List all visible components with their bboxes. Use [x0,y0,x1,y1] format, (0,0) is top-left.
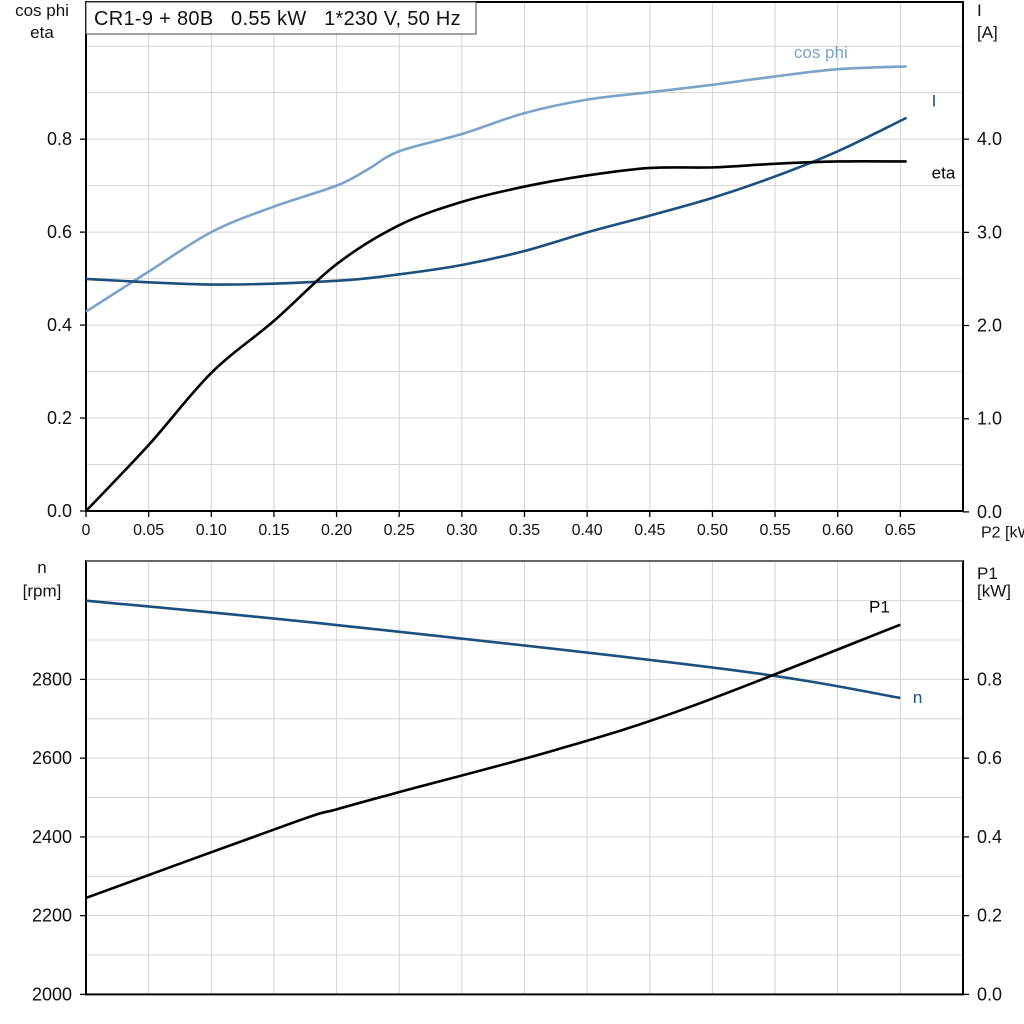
svg-text:1.0: 1.0 [977,409,1002,429]
svg-text:cos phi: cos phi [794,43,848,62]
svg-text:[rpm]: [rpm] [23,582,62,601]
svg-text:0.45: 0.45 [634,522,665,539]
svg-text:0.40: 0.40 [572,522,603,539]
svg-text:0.15: 0.15 [258,522,289,539]
svg-text:n: n [37,558,46,577]
svg-text:P1: P1 [869,597,890,616]
svg-text:0.4: 0.4 [977,827,1002,847]
svg-text:2000: 2000 [32,984,72,1004]
svg-text:0.65: 0.65 [885,522,916,539]
svg-text:I: I [932,92,937,111]
svg-text:4.0: 4.0 [977,129,1002,149]
svg-text:0.8: 0.8 [977,669,1002,689]
svg-text:CR1-9 + 80B 0.55 kW 1*230: CR1-9 + 80B 0.55 kW 1*230 V, 50 Hz [94,8,461,30]
svg-text:0.05: 0.05 [133,522,164,539]
svg-text:0.4: 0.4 [47,315,72,335]
svg-text:0.6: 0.6 [977,748,1002,768]
svg-text:cos phi: cos phi [15,1,69,20]
svg-text:0.6: 0.6 [47,222,72,242]
svg-text:eta: eta [30,23,54,42]
svg-text:0.25: 0.25 [384,522,415,539]
svg-text:0.2: 0.2 [47,408,72,428]
svg-text:P1: P1 [977,564,998,583]
svg-text:[kW]: [kW] [977,581,1011,600]
svg-text:2200: 2200 [32,906,72,926]
svg-text:0.0: 0.0 [47,501,72,521]
svg-text:3.0: 3.0 [977,222,1002,242]
svg-text:0.10: 0.10 [196,522,227,539]
svg-text:2600: 2600 [32,748,72,768]
svg-text:0.55: 0.55 [759,522,790,539]
svg-text:0.60: 0.60 [822,522,853,539]
svg-text:n: n [913,688,922,707]
svg-text:0.0: 0.0 [977,984,1002,1004]
svg-text:0.0: 0.0 [977,502,1002,522]
svg-text:eta: eta [932,164,956,183]
svg-text:I: I [977,1,982,20]
svg-text:2.0: 2.0 [977,316,1002,336]
svg-text:2800: 2800 [32,669,72,689]
svg-text:0.50: 0.50 [697,522,728,539]
svg-text:0.35: 0.35 [509,522,540,539]
svg-text:0.8: 0.8 [47,129,72,149]
svg-text:0.20: 0.20 [321,522,352,539]
svg-text:P2 [kW]: P2 [kW] [981,524,1024,541]
svg-text:0.30: 0.30 [446,522,477,539]
svg-text:0.2: 0.2 [977,906,1002,926]
svg-text:0: 0 [82,522,91,539]
svg-text:[A]: [A] [977,23,998,42]
svg-text:2400: 2400 [32,827,72,847]
